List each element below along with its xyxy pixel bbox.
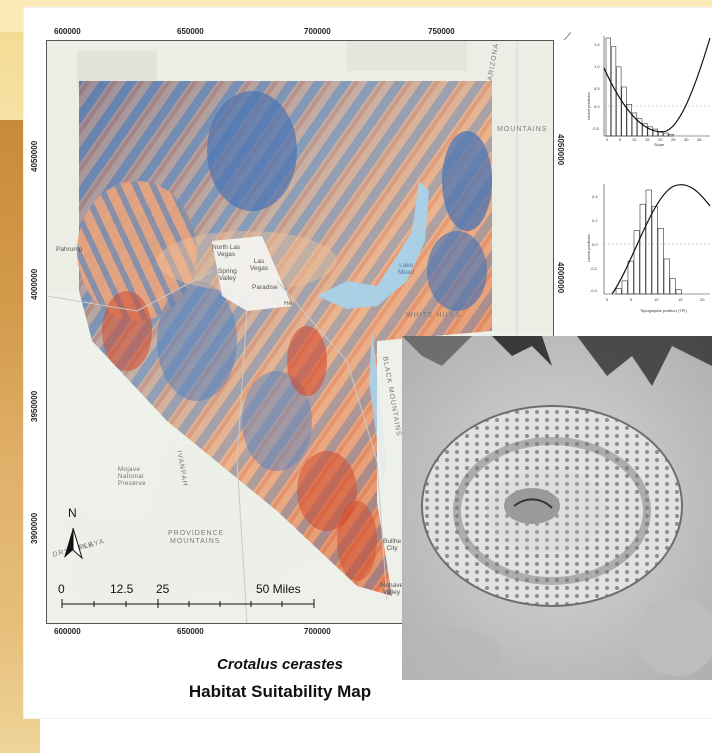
sidewinder-photo bbox=[402, 336, 712, 680]
plot-tpi-ytick: 0.4 bbox=[592, 194, 598, 199]
city-label-henderson: He bbox=[284, 300, 293, 307]
plot-slope-ytick: 0.5 bbox=[594, 86, 600, 91]
x-tick-top-4: 750000 bbox=[428, 27, 455, 36]
plot-tpi-xtick: 20 bbox=[700, 297, 705, 302]
plot-slope-xtick: 20 bbox=[658, 137, 663, 142]
y-tick-left-4: 3900000 bbox=[30, 512, 39, 544]
place-label-providence: PROVIDENCE bbox=[168, 530, 225, 537]
plot-tpi-xlabel: Topographic position (TPI) bbox=[640, 308, 687, 313]
city-label-paradise: Paradise bbox=[252, 284, 278, 291]
plot-tpi-xtick: 15 bbox=[678, 297, 683, 302]
plot-slope-xtick: 30 bbox=[684, 137, 689, 142]
place-label-mojave-3: Preserve bbox=[118, 481, 147, 487]
histogram-bar bbox=[645, 189, 652, 295]
plot-tpi-ylabel: Linear predictor bbox=[586, 234, 591, 262]
histogram-bar bbox=[621, 86, 627, 137]
plot-tpi-ytick: -0.2 bbox=[590, 266, 597, 271]
y-tick-right-1: 4050000 bbox=[556, 134, 565, 166]
plot-tpi-xtick: 5 bbox=[630, 297, 633, 302]
scale-label-50-miles: 50 Miles bbox=[256, 582, 301, 596]
map-canvas bbox=[47, 41, 553, 623]
scale-label-12-5: 12.5 bbox=[110, 582, 134, 596]
plot-tpi-ytick: 0.0 bbox=[592, 242, 598, 247]
histogram-bar bbox=[621, 280, 628, 295]
histogram-bar bbox=[663, 132, 669, 137]
plot-slope-xtick: 35 bbox=[697, 137, 702, 142]
north-arrow-icon bbox=[64, 527, 83, 560]
scale-label-0: 0 bbox=[58, 582, 65, 596]
y-tick-right-2: 4000000 bbox=[556, 262, 565, 294]
city-label-lake-mead: Lake Mead bbox=[398, 262, 415, 276]
histogram-bar bbox=[663, 258, 670, 295]
plot-slope-canvas bbox=[603, 36, 711, 137]
map-title: Habitat Suitability Map bbox=[188, 682, 372, 701]
plot-slope-xtick: 15 bbox=[645, 137, 650, 142]
plot-tpi-ytick: 0.2 bbox=[592, 218, 598, 223]
response-plot-slope: Linear predictor Slope 1.5 1.0 0.5 0.0 -… bbox=[582, 28, 712, 148]
histogram-bar bbox=[639, 203, 646, 295]
histogram-bar bbox=[605, 37, 611, 137]
species-name: Crotalus cerastes bbox=[217, 656, 343, 673]
scale-bar bbox=[61, 599, 315, 608]
city-label-mohave-valley: Mohave Valley bbox=[380, 582, 404, 596]
x-tick-top-1: 600000 bbox=[54, 27, 81, 36]
plot-slope-xtick: 25 bbox=[671, 137, 676, 142]
plot-slope-xtick: 10 bbox=[632, 137, 637, 142]
histogram-bar bbox=[675, 289, 682, 295]
plot-tpi-ytick: -0.4 bbox=[590, 288, 597, 293]
y-tick-left-3: 3950000 bbox=[30, 390, 39, 422]
plot-slope-xtick: 5 bbox=[619, 137, 622, 142]
plot-slope-xlabel: Slope bbox=[654, 142, 665, 147]
x-tick-top-3: 700000 bbox=[304, 27, 331, 36]
plot-slope-ylabel: Linear predictor bbox=[586, 92, 591, 120]
place-label-providence-2: MOUNTAINS bbox=[170, 538, 221, 545]
city-label-spring-valley: Spring Valley bbox=[218, 268, 237, 282]
city-label-north-las-vegas: North Las Vegas bbox=[212, 244, 241, 258]
plot-slope-xtick: 0 bbox=[606, 137, 609, 142]
scale-label-25: 25 bbox=[156, 582, 170, 596]
x-tick-bottom-3: 700000 bbox=[304, 627, 331, 636]
place-label-white-hills: WHITE HILLS bbox=[406, 312, 461, 319]
place-label-mountains: MOUNTAINS bbox=[497, 126, 548, 133]
city-label-las-vegas: Las Vegas bbox=[250, 258, 269, 272]
x-tick-bottom-2: 650000 bbox=[177, 627, 204, 636]
city-label-pahrump: Pahrump bbox=[56, 246, 83, 253]
snake-image bbox=[402, 336, 712, 680]
response-plot-tpi: Linear predictor Topographic position (T… bbox=[582, 176, 712, 316]
histogram-bar bbox=[669, 278, 676, 295]
plot-slope-ytick: -0.5 bbox=[592, 126, 599, 131]
plot-tpi-xtick: 10 bbox=[654, 297, 659, 302]
habitat-map[interactable] bbox=[46, 40, 554, 624]
histogram-bar bbox=[651, 206, 658, 295]
histogram-bar bbox=[657, 228, 664, 295]
plot-slope-ytick: 0.0 bbox=[594, 104, 600, 109]
north-label: N bbox=[68, 506, 77, 520]
place-label-mojave: Mojave bbox=[118, 467, 141, 473]
plot-slope-ytick: 1.5 bbox=[594, 42, 600, 47]
histogram-bar bbox=[627, 260, 634, 295]
y-tick-left-2: 4000000 bbox=[30, 268, 39, 300]
x-tick-bottom-1: 600000 bbox=[54, 627, 81, 636]
plot-slope-ytick: 1.0 bbox=[594, 64, 600, 69]
plot-tpi-xtick: 0 bbox=[606, 297, 609, 302]
city-label-bullhead: Bullhe City bbox=[383, 538, 402, 552]
place-label-mojave-2: National bbox=[118, 474, 145, 480]
y-tick-left-1: 4050000 bbox=[30, 140, 39, 172]
histogram-bar bbox=[615, 288, 622, 295]
plot-tpi-canvas bbox=[603, 184, 711, 295]
x-tick-top-2: 650000 bbox=[177, 27, 204, 36]
bracket-mark: ⟋ bbox=[564, 32, 571, 43]
histogram-bar bbox=[616, 66, 622, 137]
